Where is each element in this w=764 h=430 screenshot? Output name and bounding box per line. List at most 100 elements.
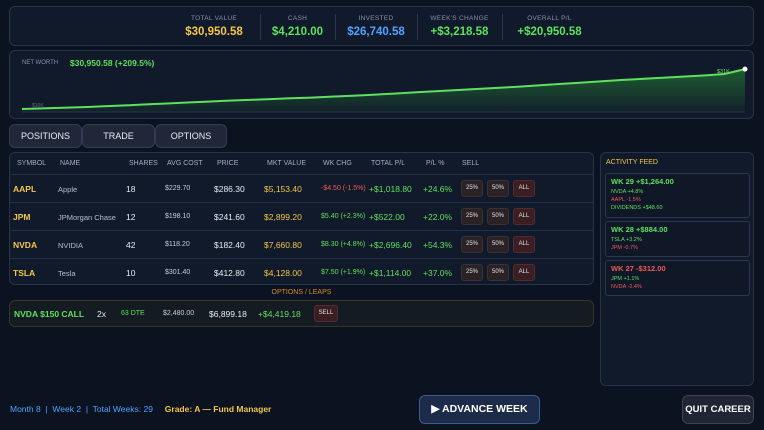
- table-row[interactable]: AAPL Apple 18 $229.70 $286.30 $5,153.40 …: [10, 174, 593, 202]
- cell-mkt-value: $2,899.20: [264, 212, 302, 222]
- feed-item-line: NVDA -2.4%: [611, 284, 642, 290]
- stat-value: +$3,218.58: [430, 26, 489, 38]
- feed-item: WK 28 +$884.00 TSLA +3.2% JPM -0.7%: [605, 221, 750, 257]
- sell-25-button[interactable]: 25%: [461, 264, 483, 281]
- net-worth-endpoint: [742, 66, 748, 72]
- activity-feed: ACTIVITY FEED WK 29 +$1,264.00 NVDA +4.8…: [600, 152, 754, 386]
- cell-wk-chg: $5.40 (+2.3%): [321, 213, 366, 220]
- cell-price: $182.40: [214, 240, 245, 250]
- feed-item-line: JPM +1.1%: [611, 276, 640, 282]
- cell-avg-cost: $301.40: [165, 269, 191, 276]
- cell-shares: 18: [126, 184, 136, 194]
- cell-price: $286.30: [214, 184, 245, 194]
- sell-all-button[interactable]: ALL: [513, 264, 535, 281]
- col-header-total-pl: TOTAL P/L: [371, 160, 406, 167]
- col-header-mkt-value: MKT VALUE: [267, 160, 307, 167]
- cell-total-pl: +$522.00: [369, 212, 405, 222]
- cell-price: $412.80: [214, 268, 245, 278]
- options-section-header: OPTIONS / LEAPS: [271, 289, 332, 296]
- sell-50-button[interactable]: 50%: [487, 208, 509, 225]
- stat-label: TOTAL VALUE: [190, 15, 238, 22]
- chart-label: NET WORTH: [22, 60, 59, 66]
- sell-50-button[interactable]: 50%: [487, 236, 509, 253]
- sell-all-button[interactable]: ALL: [513, 208, 535, 225]
- cell-pl-pct: +24.6%: [423, 184, 453, 194]
- divider: [260, 14, 261, 40]
- option-qty: 2x: [97, 309, 106, 319]
- cell-mkt-value: $7,660.80: [264, 240, 302, 250]
- chart-end-label: $31K: [717, 69, 730, 75]
- feed-item-header: WK 27 -$312.00: [611, 264, 666, 273]
- cell-total-pl: +$1,114.00: [369, 268, 412, 278]
- feed-title: ACTIVITY FEED: [606, 159, 658, 166]
- chart-start-label: $10K: [32, 103, 44, 109]
- positions-table: SYMBOL NAME SHARES AVG COST PRICE MKT VA…: [9, 152, 594, 285]
- col-header-price: PRICE: [217, 160, 239, 167]
- tab-positions[interactable]: POSITIONS: [9, 124, 82, 148]
- col-header-avg-cost: AVG COST: [167, 160, 203, 167]
- sell-25-button[interactable]: 25%: [461, 208, 483, 225]
- stat-value: $30,950.58: [185, 26, 243, 38]
- option-contract: NVDA $150 CALL: [14, 309, 85, 319]
- net-worth-area: [22, 69, 745, 112]
- summary-bar: TOTAL VALUE $30,950.58 CASH $4,210.00 IN…: [9, 6, 754, 46]
- quit-career-button[interactable]: QUIT CAREER: [682, 395, 754, 424]
- cell-pl-pct: +54.3%: [423, 240, 453, 250]
- feed-item-line: NVDA +4.8%: [611, 189, 644, 195]
- cell-wk-chg: -$4.50 (-1.5%): [321, 185, 366, 192]
- feed-item-line: DIVIDENDS +$48.60: [611, 205, 663, 211]
- cell-shares: 12: [126, 212, 136, 222]
- total-weeks-label: Total Weeks: 29: [92, 404, 153, 414]
- sell-all-button[interactable]: ALL: [513, 180, 535, 197]
- grade-label: Grade: A — Fund Manager: [164, 404, 272, 414]
- month-label: Month 8: [10, 404, 41, 414]
- option-cost: $2,480.00: [163, 310, 195, 317]
- cell-mkt-value: $5,153.40: [264, 184, 302, 194]
- col-header-sell: SELL: [462, 160, 480, 167]
- cell-symbol: AAPL: [13, 184, 37, 194]
- cell-shares: 42: [126, 240, 136, 250]
- cell-mkt-value: $4,128.00: [264, 268, 302, 278]
- cell-avg-cost: $229.70: [165, 185, 191, 192]
- sell-all-button[interactable]: ALL: [513, 236, 535, 253]
- option-value: $6,899.18: [209, 309, 247, 319]
- cell-pl-pct: +22.0%: [423, 212, 453, 222]
- sell-50-button[interactable]: 50%: [487, 264, 509, 281]
- sell-25-button[interactable]: 25%: [461, 236, 483, 253]
- option-dte: 63 DTE: [121, 310, 145, 317]
- col-header-shares: SHARES: [129, 160, 158, 167]
- net-worth-line: [21, 68, 746, 110]
- option-pl: +$4,419.18: [258, 309, 301, 319]
- options-row[interactable]: NVDA $150 CALL 2x 63 DTE $2,480.00 $6,89…: [9, 300, 594, 327]
- sell-50-button[interactable]: 50%: [487, 180, 509, 197]
- stat-overall-pl: OVERALL P/L +$20,950.58: [502, 7, 597, 45]
- cell-symbol: TSLA: [13, 268, 36, 278]
- cell-shares: 10: [126, 268, 136, 278]
- tab-options[interactable]: OPTIONS: [155, 124, 227, 148]
- feed-item-line: TSLA +3.2%: [611, 237, 642, 243]
- cell-total-pl: +$2,696.40: [369, 240, 412, 250]
- table-row[interactable]: NVDA NVIDIA 42 $118.20 $182.40 $7,660.80…: [10, 230, 593, 258]
- feed-item-line: AAPL -1.5%: [611, 197, 641, 203]
- col-header-wk-chg: WK CHG: [323, 160, 352, 167]
- stat-value: $4,210.00: [271, 26, 324, 38]
- advance-week-button[interactable]: ▶ ADVANCE WEEK: [419, 395, 540, 424]
- cell-name: JPMorgan Chase: [58, 213, 116, 222]
- feed-item-line: JPM -0.7%: [611, 245, 638, 251]
- table-row[interactable]: JPM JPMorgan Chase 12 $198.10 $241.60 $2…: [10, 202, 593, 230]
- table-row[interactable]: TSLA Tesla 10 $301.40 $412.80 $4,128.00 …: [10, 258, 593, 286]
- stat-invested: INVESTED $26,740.58: [335, 7, 417, 45]
- option-sell-button[interactable]: SELL: [314, 305, 338, 322]
- stat-label: OVERALL P/L: [527, 15, 572, 22]
- cell-avg-cost: $198.10: [165, 213, 191, 220]
- cell-avg-cost: $118.20: [165, 241, 190, 248]
- divider: [335, 14, 336, 40]
- cell-name: Tesla: [58, 269, 76, 278]
- tab-trade[interactable]: TRADE: [82, 124, 155, 148]
- sell-25-button[interactable]: 25%: [461, 180, 483, 197]
- feed-item-header: WK 29 +$1,264.00: [611, 177, 674, 186]
- col-header-pl-pct: P/L %: [426, 160, 445, 167]
- cell-symbol: JPM: [13, 212, 31, 222]
- stat-value: $26,740.58: [347, 26, 405, 38]
- feed-item-header: WK 28 +$884.00: [611, 225, 668, 234]
